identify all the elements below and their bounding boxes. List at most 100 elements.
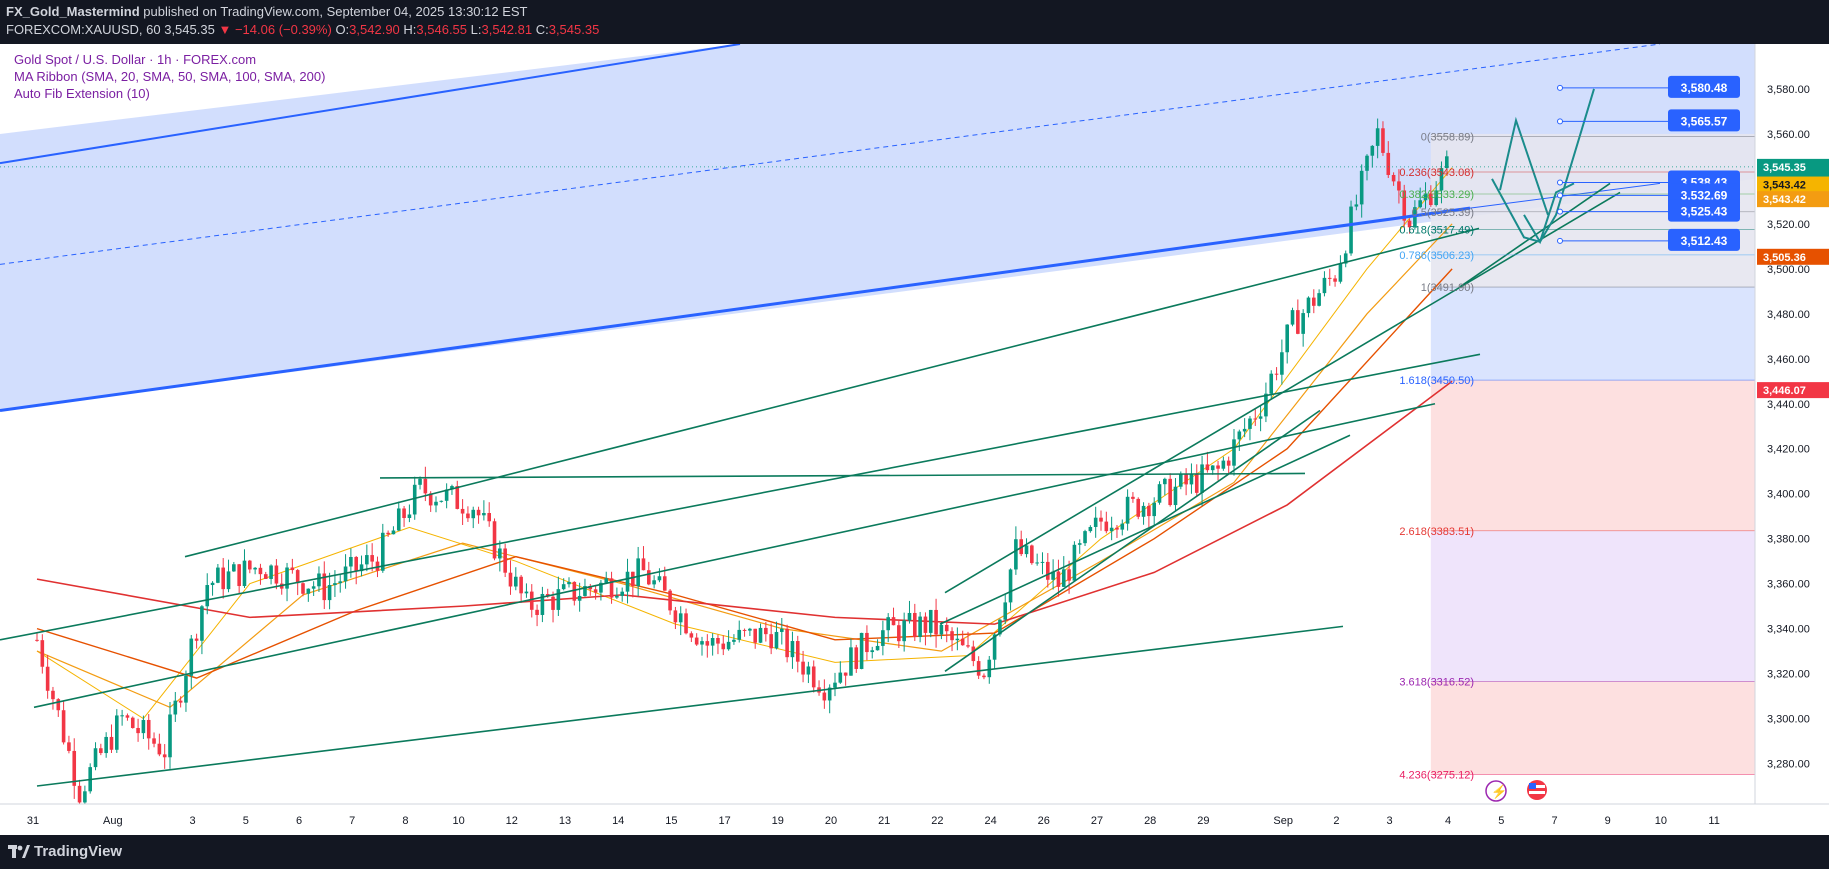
price-axis-tick: 3,320.00 — [1767, 669, 1810, 681]
open-label: O: — [335, 22, 350, 37]
tradingview-brand[interactable]: TradingView — [34, 843, 123, 860]
price-target-anchor — [1557, 179, 1563, 186]
price-target-anchor — [1557, 84, 1563, 91]
fib-level-label: 1(3491.90) — [1421, 282, 1474, 294]
candle-up — [1301, 313, 1305, 334]
time-axis-tick: 2 — [1333, 815, 1339, 827]
candle-down — [136, 727, 140, 734]
candle-up — [1317, 293, 1321, 306]
candle-up — [1093, 517, 1098, 527]
candle-up — [748, 628, 752, 631]
candle-down — [1205, 464, 1210, 471]
legend-fib[interactable]: Auto Fib Extension (10) — [14, 86, 150, 101]
dividend-event-icon[interactable] — [1485, 780, 1507, 802]
candle-down — [322, 573, 327, 601]
candle-up — [93, 748, 98, 768]
candle-down — [966, 645, 970, 647]
candle-up — [870, 650, 875, 653]
time-axis-tick: 7 — [349, 815, 355, 827]
candle-up — [955, 638, 960, 641]
lower-channel-line — [0, 206, 1471, 412]
candle-up — [115, 715, 119, 750]
last-price: 3,545.35 — [164, 22, 215, 37]
time-axis-tick: 13 — [559, 815, 571, 827]
candle-up — [833, 682, 837, 688]
candle-up — [83, 791, 87, 803]
price-axis-tick: 3,480.00 — [1767, 309, 1810, 321]
price-axis-tick: 3,380.00 — [1767, 534, 1810, 546]
candle-up — [1210, 465, 1215, 471]
candle-down — [769, 634, 773, 649]
time-axis-tick: 28 — [1144, 815, 1156, 827]
candle-up — [189, 638, 194, 676]
candle-up — [604, 578, 609, 583]
price-axis-tick: 3,360.00 — [1767, 579, 1810, 591]
candle-up — [1375, 128, 1380, 146]
time-axis-tick: 29 — [1197, 815, 1209, 827]
price-target-label: 3,565.57 — [1681, 114, 1728, 128]
candle-down — [1115, 527, 1119, 530]
fib-level-label: 0.236(3543.08) — [1399, 167, 1474, 179]
candle-down — [40, 640, 45, 667]
axis-price-label: 3,543.42 — [1763, 180, 1806, 192]
price-axis-tick: 3,280.00 — [1767, 759, 1810, 771]
candle-up — [1179, 473, 1183, 487]
candle-up — [1280, 352, 1284, 375]
candle-up — [678, 613, 683, 623]
candle-down — [753, 628, 757, 643]
price-target-tag — [1668, 75, 1740, 98]
candle-down — [721, 643, 726, 650]
candle-up — [992, 634, 997, 660]
candle-up — [1248, 418, 1252, 429]
price-axis-tick: 3,440.00 — [1767, 399, 1810, 411]
candle-up — [620, 591, 624, 596]
candle-down — [503, 548, 507, 573]
candle-up — [338, 581, 343, 584]
time-axis-tick: 9 — [1605, 815, 1611, 827]
candle-down — [822, 692, 827, 701]
candle-up — [1338, 263, 1343, 282]
candle-up — [577, 595, 582, 601]
candle-down — [178, 700, 183, 703]
candle-up — [1014, 539, 1018, 570]
candle-up — [205, 585, 210, 607]
candle-up — [849, 647, 853, 676]
candle-down — [354, 556, 358, 572]
price-target-label: 3,532.69 — [1681, 188, 1728, 202]
price-target-label: 3,525.43 — [1681, 205, 1728, 219]
time-axis-tick: 21 — [878, 815, 890, 827]
candle-down — [1136, 498, 1141, 517]
trend-channel-line — [184, 227, 1480, 558]
high-label: H: — [403, 22, 417, 37]
candle-up — [498, 548, 502, 559]
candle-up — [1152, 502, 1156, 517]
legend-ma-ribbon[interactable]: MA Ribbon (SMA, 20, SMA, 50, SMA, 100, S… — [14, 69, 325, 84]
time-axis-tick: 14 — [612, 815, 624, 827]
candle-down — [67, 742, 71, 751]
candle-up — [1237, 431, 1242, 440]
candle-up — [1173, 486, 1178, 506]
candle-down — [854, 647, 859, 669]
trend-channel-line — [379, 472, 1306, 479]
fib-zone-purple — [1430, 530, 1755, 682]
candle-down — [295, 570, 300, 584]
candle-up — [1365, 155, 1369, 171]
axis-price-label: 3,505.36 — [1763, 252, 1806, 264]
price-chart[interactable]: 0(3558.89) 0.236(3543.08) 0.382(3533.29) 0.… — [0, 44, 1829, 835]
candle-up — [928, 609, 933, 633]
candle-down — [1216, 465, 1220, 469]
candle-down — [45, 666, 50, 691]
candle-up — [317, 573, 321, 587]
candle-up — [1003, 602, 1008, 620]
candle-down — [716, 638, 720, 644]
author-name[interactable]: FX_Gold_Mastermind — [6, 4, 140, 19]
chart-area[interactable]: 0(3558.89) 0.236(3543.08) 0.382(3533.29) 0.… — [0, 44, 1829, 835]
price-axis-tick: 3,300.00 — [1767, 714, 1810, 726]
candle-up — [514, 576, 518, 587]
price-axis-tick: 3,580.00 — [1767, 84, 1810, 96]
candle-down — [263, 574, 268, 579]
candle-down — [1312, 297, 1316, 306]
candle-down — [1407, 220, 1412, 228]
price-axis-tick: 3,340.00 — [1767, 624, 1810, 636]
down-arrow-icon: ▼ — [218, 22, 232, 37]
